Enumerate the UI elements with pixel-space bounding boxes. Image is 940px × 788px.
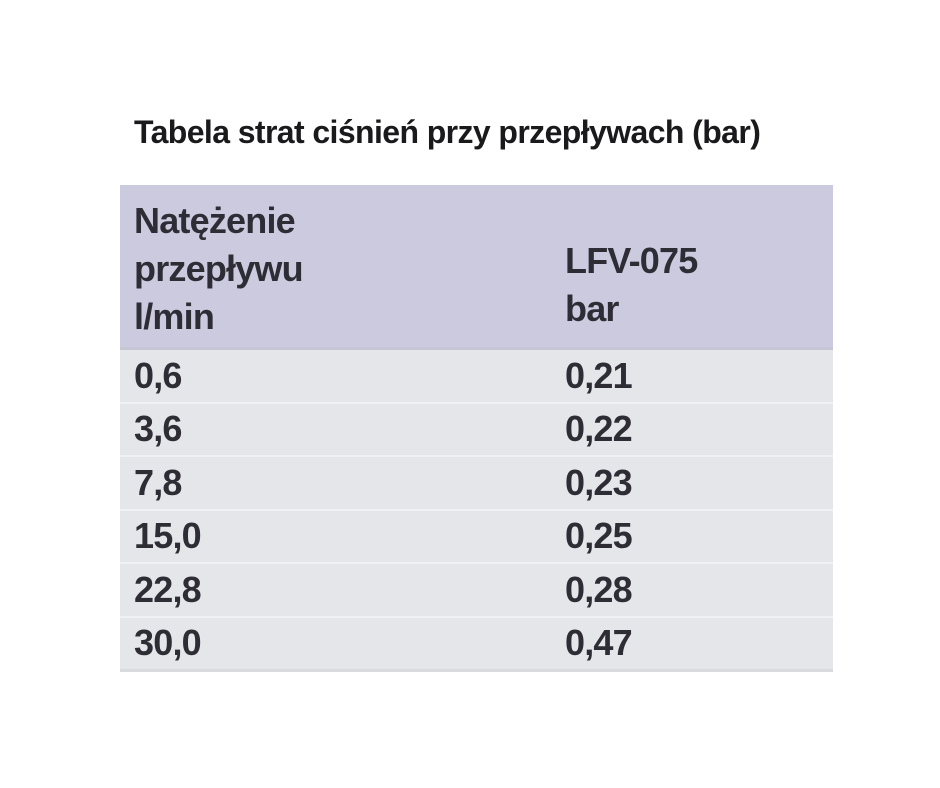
- table-body: 0,6 0,21 3,6 0,22 7,8 0,23 15,0 0,25 22,…: [120, 350, 833, 672]
- header-lfv-line-2: bar: [565, 288, 619, 329]
- header-lfv-line-1: LFV-075: [565, 240, 698, 281]
- flow-cell: 15,0: [134, 515, 202, 557]
- pressure-loss-table: Natężenie przepływu l/min LFV-075 bar 0,…: [120, 185, 833, 672]
- header-flow-column: Natężenie przepływu l/min: [120, 185, 565, 347]
- table-header-row: Natężenie przepływu l/min LFV-075 bar: [120, 185, 833, 350]
- table-row: 22,8 0,28: [120, 562, 833, 616]
- loss-cell: 0,25: [565, 515, 633, 557]
- flow-cell: 0,6: [134, 354, 182, 396]
- loss-cell: 0,28: [565, 568, 633, 610]
- header-flow-line-3: l/min: [134, 296, 215, 337]
- loss-cell: 0,22: [565, 408, 633, 450]
- flow-cell: 7,8: [134, 461, 182, 503]
- table-row: 0,6 0,21: [120, 350, 833, 402]
- table-row: 30,0 0,47: [120, 615, 833, 670]
- flow-cell: 3,6: [134, 408, 182, 450]
- table-row: 7,8 0,23: [120, 455, 833, 509]
- table-row: 15,0 0,25: [120, 508, 833, 563]
- table-row: 3,6 0,22: [120, 401, 833, 456]
- loss-cell: 0,21: [565, 354, 633, 396]
- header-flow-line-2: przepływu: [134, 248, 304, 289]
- loss-cell: 0,23: [565, 461, 633, 503]
- header-lfv-column: LFV-075 bar: [565, 185, 833, 347]
- loss-cell: 0,47: [565, 622, 633, 664]
- header-flow-line-1: Natężenie: [134, 200, 296, 241]
- flow-cell: 22,8: [134, 568, 202, 610]
- table-title: Tabela strat ciśnień przy przepływach (b…: [134, 114, 761, 150]
- flow-cell: 30,0: [134, 622, 202, 664]
